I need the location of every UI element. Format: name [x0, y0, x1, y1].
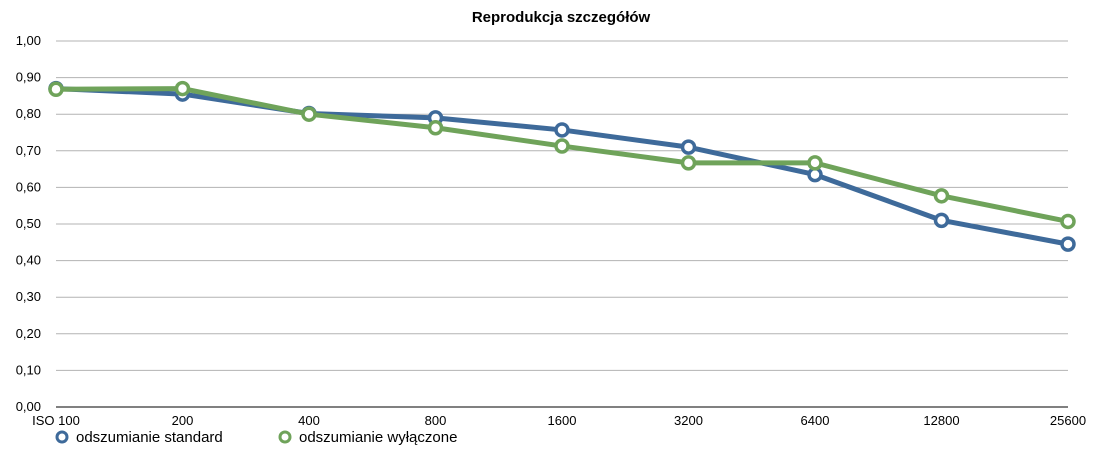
y-tick-label: 0,50: [16, 216, 41, 231]
x-tick-label: 400: [298, 413, 320, 428]
x-tick-label: 200: [172, 413, 194, 428]
data-point: [807, 155, 823, 171]
legend-label: odszumianie standard: [76, 429, 223, 446]
legend-item: odszumianie wyłączone: [278, 429, 457, 446]
data-point: [1060, 213, 1076, 230]
series-1: [48, 80, 1076, 252]
legend: odszumianie standard odszumianie wyłączon…: [55, 429, 457, 446]
y-tick-label: 0,30: [16, 289, 41, 304]
legend-marker-icon: [278, 430, 292, 444]
data-point: [933, 212, 950, 229]
data-point: [554, 122, 570, 138]
legend-item: odszumianie standard: [55, 429, 223, 446]
data-point: [427, 119, 444, 136]
data-point: [680, 139, 697, 155]
x-tick-label: 6400: [801, 413, 830, 428]
x-axis-ticks: ISO 100 200 400 800 1600 3200 6400 12800 25600: [32, 413, 1086, 428]
series-line: [53, 86, 1071, 247]
series-2: [48, 80, 1076, 230]
y-tick-label: 0,10: [16, 362, 41, 377]
data-point: [301, 106, 317, 122]
y-tick-label: 1,00: [16, 33, 41, 48]
series-layer: [48, 80, 1076, 252]
y-tick-label: 0,20: [16, 326, 41, 341]
data-point: [933, 188, 950, 204]
x-tick-label: 25600: [1050, 413, 1086, 428]
y-tick-label: 0,70: [16, 143, 41, 158]
grid-lines: [56, 40, 1068, 408]
legend-marker-icon: [55, 430, 69, 444]
chart-title: Reprodukcja szczegółów: [472, 9, 651, 26]
y-axis-ticks: 0,00 0,10 0,20 0,30 0,40 0,50 0,60 0,70 0,80 0,90…: [16, 33, 41, 414]
x-tick-label: 1600: [548, 413, 577, 428]
x-tick-label: ISO 100: [32, 413, 80, 428]
x-tick-label: 3200: [674, 413, 703, 428]
x-tick-label: 800: [425, 413, 447, 428]
data-point: [48, 81, 64, 98]
data-point: [554, 138, 570, 154]
series-line: [53, 86, 1071, 224]
y-tick-label: 0,60: [16, 179, 41, 194]
data-point: [680, 155, 697, 171]
data-point: [174, 80, 191, 97]
legend-label: odszumianie wyłączone: [299, 429, 457, 446]
y-tick-label: 0,80: [16, 106, 41, 121]
y-tick-label: 0,90: [16, 70, 41, 85]
data-point: [1060, 236, 1076, 252]
y-tick-label: 0,40: [16, 253, 41, 268]
x-tick-label: 12800: [923, 413, 959, 428]
y-tick-label: 0,00: [16, 399, 41, 414]
